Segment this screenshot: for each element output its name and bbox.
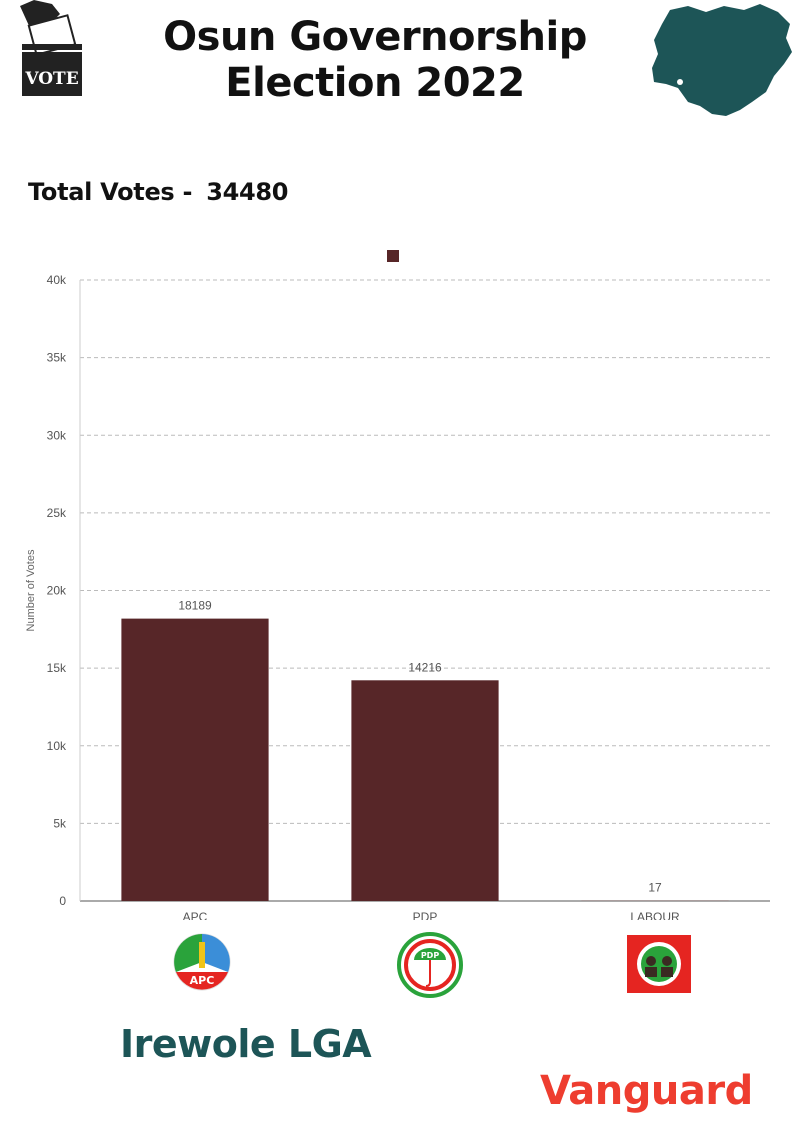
- bar-apc: [121, 618, 269, 901]
- data-label-pdp: 14216: [408, 660, 442, 674]
- data-label-apc: 18189: [178, 599, 212, 613]
- total-votes-label: Total Votes -: [28, 178, 193, 206]
- data-label-labour: 17: [648, 881, 662, 895]
- y-tick-label: 35k: [47, 351, 67, 365]
- title-line-2: Election 2022: [225, 60, 525, 106]
- y-tick-label: 5k: [53, 816, 67, 830]
- grid-lines: [80, 279, 770, 824]
- bar-pdp: [351, 680, 499, 901]
- vanguard-brand-logo: Vanguard: [540, 1068, 753, 1114]
- title-line-1: Osun Governorship: [163, 14, 587, 60]
- y-tick-label: 30k: [47, 428, 67, 442]
- y-tick-label: 0: [59, 894, 66, 908]
- ballot-box-icon: VOTE: [20, 0, 82, 96]
- x-tick-label-apc: APC: [183, 910, 208, 920]
- y-tick-label: 10k: [47, 739, 67, 753]
- data-labels: 18189 14216 17: [178, 599, 662, 895]
- x-axis-categories: APC PDP LABOUR: [183, 910, 680, 920]
- y-tick-label: 20k: [47, 584, 67, 598]
- total-votes: Total Votes - 34480: [28, 178, 288, 206]
- y-tick-label: 15k: [47, 661, 67, 675]
- page-title: Osun Governorship Election 2022: [130, 14, 620, 106]
- y-tick-label: 25k: [47, 506, 67, 520]
- apc-logo-text: APC: [190, 974, 215, 987]
- vote-box-label: VOTE: [24, 69, 78, 89]
- pdp-logo-icon: PDP: [397, 932, 463, 998]
- y-axis-title: Number of Votes: [25, 549, 37, 631]
- bars: [121, 618, 729, 901]
- y-axis-ticks: 0 5k 10k 15k 20k 25k 30k 35k 40k: [47, 273, 67, 908]
- x-tick-label-labour: LABOUR: [630, 910, 680, 920]
- lga-name: Irewole LGA: [120, 1022, 372, 1066]
- bar-chart: 0 5k 10k 15k 20k 25k 30k 35k 40k 18189 14216 17 AP…: [25, 250, 770, 920]
- y-tick-label: 40k: [47, 273, 67, 287]
- x-tick-label-pdp: PDP: [413, 910, 438, 920]
- total-votes-value: 34480: [206, 178, 289, 206]
- apc-logo-icon: APC: [173, 933, 231, 991]
- legend-swatch: [387, 250, 399, 262]
- pdp-logo-text: PDP: [421, 951, 440, 960]
- nigeria-map-icon: [652, 4, 792, 116]
- labour-logo-icon: [627, 935, 691, 993]
